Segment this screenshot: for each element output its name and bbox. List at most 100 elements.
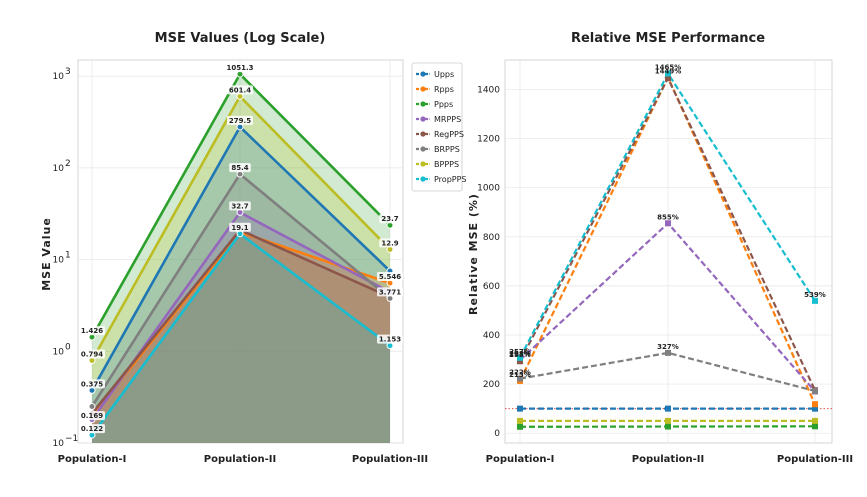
legend-swatch-marker: [420, 101, 425, 106]
mse-log-chart: MSE Values (Log Scale) MSE Value 0.37527…: [40, 31, 428, 465]
left-x-tick-population-iii: Population-III: [352, 454, 428, 465]
right-point-ppps: [665, 424, 671, 430]
left-value-label-text: 12.9: [381, 239, 398, 247]
left-value-label: 0.122: [79, 424, 105, 433]
legend-swatch-marker: [420, 86, 425, 91]
legend-swatch-marker: [420, 131, 425, 136]
legend-label: Rpps: [434, 85, 454, 94]
left-value-label: 0.375: [79, 379, 105, 388]
left-x-tick-population-i: Population-I: [58, 454, 127, 465]
right-x-tick-population-ii: Population-II: [632, 454, 704, 465]
left-y-tick-exponent: 2: [65, 159, 71, 169]
left-value-label-text: 279.5: [229, 117, 251, 125]
legend-swatch-marker: [420, 116, 425, 121]
left-value-label-text: 3.771: [379, 288, 401, 296]
left-y-tick-label: 10: [53, 256, 65, 266]
left-chart-title: MSE Values (Log Scale): [155, 31, 326, 46]
left-value-label-text: 0.794: [81, 350, 103, 358]
left-value-label: 1.426: [79, 326, 105, 335]
right-point-bppps: [812, 418, 818, 424]
right-y-tick-label: 1400: [477, 85, 500, 95]
left-y-tick: 10−1: [53, 434, 79, 449]
right-point-upps: [665, 406, 671, 412]
legend-swatch-marker: [420, 176, 425, 181]
right-x-ticks: Population-I Population-II Population-III: [486, 454, 853, 465]
right-value-label: 539%: [804, 291, 826, 299]
left-value-label: 279.5: [227, 116, 253, 125]
left-value-label-text: 1051.3: [226, 64, 253, 72]
relative-mse-chart: Relative MSE Performance Relative MSE (%…: [467, 31, 853, 465]
left-value-label: 1.153: [377, 335, 403, 344]
left-point-brpps: [89, 404, 95, 410]
left-y-tick-label: 10: [53, 347, 65, 357]
left-value-label-text: 601.4: [229, 86, 251, 94]
left-x-ticks: Population-I Population-II Population-III: [58, 454, 428, 465]
left-value-label-text: 5.546: [379, 273, 401, 281]
right-x-tick-population-i: Population-I: [486, 454, 555, 465]
legend-swatch-marker: [420, 71, 425, 76]
legend-label: RegPPS: [434, 130, 464, 139]
legend-label: BPPPS: [434, 160, 459, 169]
right-y-tick-label: 400: [483, 331, 500, 341]
left-value-label: 12.9: [379, 238, 401, 247]
legend-label: MRPPS: [434, 115, 461, 124]
right-point-ppps: [812, 423, 818, 429]
left-value-label: 3.771: [377, 287, 403, 296]
right-chart-title: Relative MSE Performance: [571, 31, 765, 46]
right-point-upps: [517, 406, 523, 412]
left-y-tick-exponent: −1: [65, 434, 78, 444]
left-value-label: 23.7: [379, 214, 401, 223]
legend-label: PropPPS: [434, 175, 467, 184]
left-value-label-text: 23.7: [381, 215, 398, 223]
legend: Upps Rpps Ppps MRPPS RegPPS BRPPS BPPPS PropPPS: [412, 63, 467, 191]
right-value-label: 855%: [657, 213, 679, 221]
left-value-label-text: 85.4: [231, 164, 248, 172]
right-point-bppps: [665, 418, 671, 424]
left-value-label-text: 19.1: [231, 224, 248, 232]
left-y-tick-label: 10: [53, 72, 65, 82]
right-point-brpps: [812, 388, 818, 394]
right-point-ppps: [517, 424, 523, 430]
right-y-axis-label: Relative MSE (%): [467, 193, 480, 315]
left-value-label: 0.169: [79, 411, 105, 420]
left-value-label: 1051.3: [225, 63, 255, 72]
legend-label: Upps: [434, 70, 454, 79]
right-value-label: 222%: [509, 369, 531, 377]
left-value-label-text: 0.122: [81, 425, 103, 433]
left-y-tick-exponent: 1: [65, 251, 71, 261]
legend-label: Ppps: [434, 100, 453, 109]
left-value-label: 601.4: [227, 85, 253, 94]
right-y-tick-label: 1200: [477, 135, 500, 145]
left-value-label: 0.794: [79, 349, 105, 358]
left-value-label-text: 1.153: [379, 336, 401, 344]
left-y-tick-exponent: 3: [65, 67, 71, 77]
left-value-label: 32.7: [229, 201, 251, 210]
left-value-label-text: 32.7: [231, 202, 248, 210]
left-value-label-text: 0.375: [81, 380, 103, 388]
left-x-tick-population-ii: Population-II: [204, 454, 276, 465]
left-y-tick-exponent: 0: [65, 342, 71, 352]
right-y-tick-label: 1000: [477, 184, 500, 194]
right-point-bppps: [517, 418, 523, 424]
legend-swatch-marker: [420, 161, 425, 166]
right-value-label: 257%: [509, 348, 531, 356]
legend-swatch-marker: [420, 146, 425, 151]
left-y-tick-label: 10: [53, 439, 65, 449]
left-value-label: 19.1: [229, 223, 251, 232]
right-y-tick-label: 200: [483, 380, 500, 390]
legend-label: BRPPS: [434, 145, 460, 154]
right-point-rpps: [812, 401, 818, 407]
left-y-tick-label: 10: [53, 164, 65, 174]
left-value-label: 5.546: [377, 272, 403, 281]
right-y-tick-label: 600: [483, 282, 500, 292]
left-value-label-text: 1.426: [81, 327, 103, 335]
right-x-tick-population-iii: Population-III: [777, 454, 853, 465]
right-value-label: 1465%: [655, 64, 682, 72]
